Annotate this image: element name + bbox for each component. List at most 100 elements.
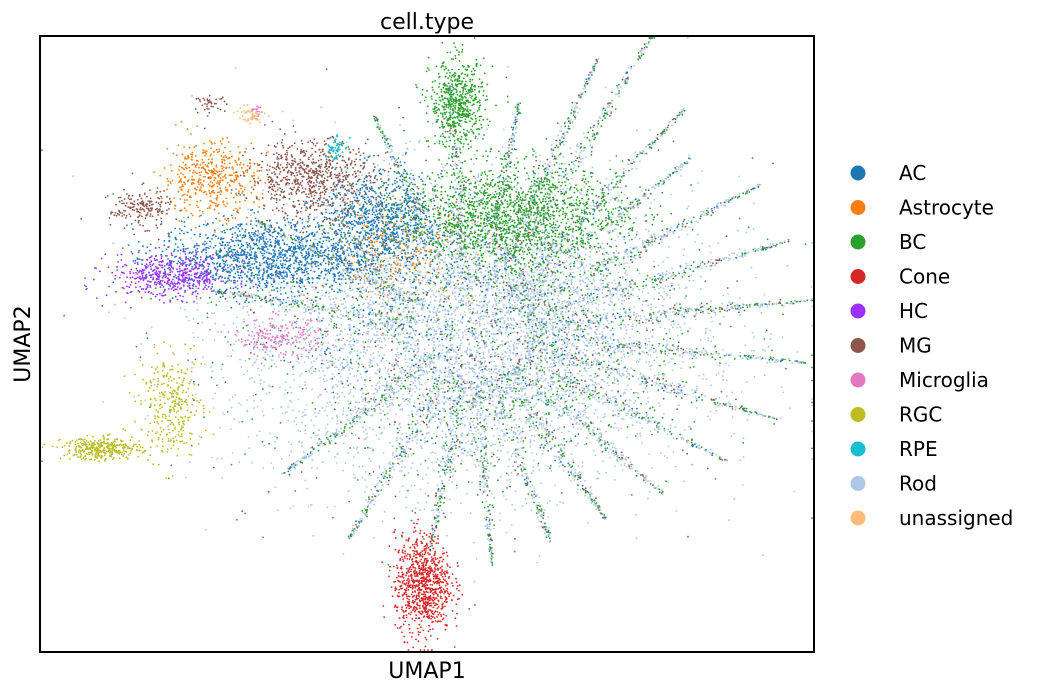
point-rod: [504, 251, 506, 253]
point-mg: [556, 145, 558, 147]
point-rod: [551, 152, 553, 154]
point-rod: [567, 358, 569, 360]
point-rod: [676, 391, 678, 393]
point-bc: [571, 161, 573, 163]
point-bc: [404, 451, 406, 453]
point-rod: [564, 135, 566, 137]
point-ac: [752, 188, 754, 190]
point-rod: [449, 403, 451, 405]
point-ac: [484, 244, 486, 246]
point-rod: [535, 303, 537, 305]
point-bc: [511, 148, 513, 150]
point-rod: [573, 256, 575, 258]
point-rod: [370, 500, 372, 502]
point-rod: [490, 529, 492, 531]
point-rod: [560, 377, 562, 379]
point-bc: [665, 380, 667, 382]
point-bc: [566, 384, 568, 386]
point-rod: [411, 371, 413, 373]
point-rod: [486, 524, 488, 526]
point-bc: [412, 421, 414, 423]
point-rod: [705, 450, 707, 452]
point-rod: [553, 266, 555, 268]
point-ac: [458, 238, 460, 240]
point-rod: [623, 81, 625, 83]
point-rod: [567, 372, 569, 374]
point-ac: [455, 191, 457, 193]
point-mg: [586, 81, 588, 83]
point-rod: [666, 387, 668, 389]
point-rod: [620, 288, 622, 290]
point-rod: [566, 260, 568, 262]
point-rod: [539, 302, 541, 304]
point-rod: [486, 501, 488, 503]
point-bc: [657, 134, 659, 136]
point-rod: [489, 245, 491, 247]
point-mg: [542, 527, 544, 529]
point-bc: [631, 464, 633, 466]
point-rod: [571, 318, 573, 320]
point-bc: [616, 85, 618, 87]
point-rod: [562, 409, 564, 411]
point-mg: [657, 138, 659, 140]
point-rod: [550, 375, 552, 377]
point-bc: [708, 308, 710, 310]
point-bc: [598, 267, 600, 269]
point-rod: [626, 376, 628, 378]
point-rod: [445, 382, 447, 384]
point-rod: [748, 190, 750, 192]
point-rod: [480, 457, 482, 459]
point-bc: [552, 438, 554, 440]
point-mg: [591, 364, 593, 366]
point-rod: [534, 316, 536, 318]
point-rod: [511, 292, 513, 294]
point-ac: [765, 303, 767, 305]
point-ac: [776, 418, 778, 420]
point-bc: [477, 246, 479, 248]
point-bc: [554, 164, 556, 166]
point-rod: [481, 446, 483, 448]
scatter-points: [41, 37, 813, 651]
point-bc: [564, 412, 566, 414]
point-rod: [385, 393, 387, 395]
point-mg: [431, 545, 433, 547]
point-rod: [683, 274, 685, 276]
point-ac: [696, 446, 698, 448]
point-bc: [552, 394, 554, 396]
point-bc: [702, 261, 704, 263]
point-bc: [479, 422, 481, 424]
point-mg: [493, 419, 495, 421]
point-rod: [570, 417, 572, 419]
point-bc: [533, 280, 535, 282]
point-ac: [728, 354, 730, 356]
point-rod: [486, 511, 488, 513]
point-rod: [502, 399, 504, 401]
point-ac: [602, 120, 604, 122]
point-rod: [505, 272, 507, 274]
point-rod: [383, 468, 385, 470]
point-rod: [510, 171, 512, 173]
point-bc: [603, 115, 605, 117]
point-bc: [545, 400, 547, 402]
point-bc: [436, 504, 438, 506]
point-rod: [664, 352, 666, 354]
point-bc: [652, 484, 654, 486]
point-ac: [402, 451, 404, 453]
point-rod: [450, 416, 452, 418]
point-rod: [572, 170, 574, 172]
point-bc: [543, 512, 545, 514]
point-rod: [637, 470, 639, 472]
point-bc: [549, 345, 551, 347]
point-rod: [439, 511, 441, 513]
point-bc: [527, 284, 529, 286]
point-bc: [662, 132, 664, 134]
point-rod: [770, 416, 772, 418]
point-mg: [708, 261, 710, 263]
point-mg: [735, 308, 737, 310]
point-ac: [531, 326, 533, 328]
point-mg: [711, 356, 713, 358]
point-rod: [665, 127, 667, 129]
point-bc: [740, 307, 742, 309]
point-rod: [707, 312, 709, 314]
point-ac: [628, 343, 630, 345]
